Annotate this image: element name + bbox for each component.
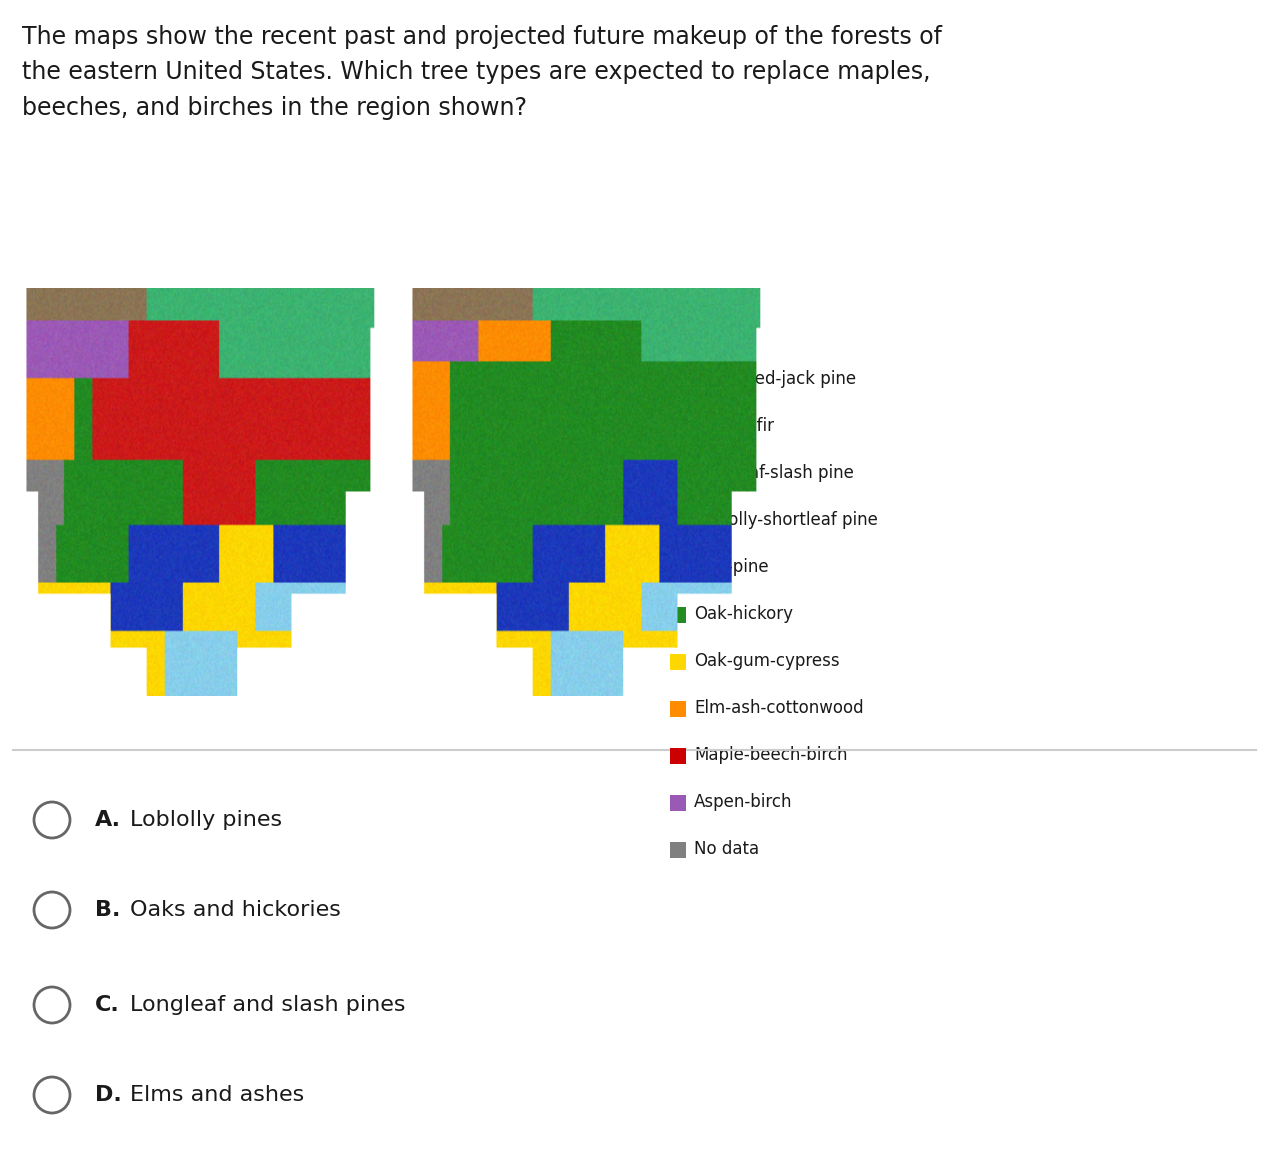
- Text: White-red-jack pine: White-red-jack pine: [694, 370, 857, 388]
- Bar: [670, 654, 687, 670]
- Bar: [670, 842, 687, 858]
- Text: Maple-beech-birch: Maple-beech-birch: [694, 746, 848, 764]
- Text: C.: C.: [95, 995, 119, 1015]
- Text: Longleaf-slash pine: Longleaf-slash pine: [694, 463, 854, 482]
- Text: Elm-ash-cottonwood: Elm-ash-cottonwood: [694, 699, 864, 716]
- Bar: [670, 795, 687, 811]
- Bar: [670, 560, 687, 576]
- Text: Oaks and hickories: Oaks and hickories: [129, 900, 341, 920]
- Text: D.: D.: [95, 1084, 122, 1105]
- Text: Oak-gum-cypress: Oak-gum-cypress: [694, 652, 840, 670]
- Text: Elms and ashes: Elms and ashes: [129, 1084, 305, 1105]
- Text: Oak-pine: Oak-pine: [694, 558, 769, 576]
- Bar: [670, 466, 687, 482]
- Text: A.: A.: [95, 810, 121, 830]
- Text: 1960–1990: 1960–1990: [96, 335, 223, 355]
- Text: Projected: Projected: [424, 310, 537, 330]
- Text: Spruce-fir: Spruce-fir: [694, 417, 775, 435]
- Text: 2070–2100: 2070–2100: [416, 335, 543, 355]
- Bar: [670, 607, 687, 623]
- Text: The maps show the recent past and projected future makeup of the forests of
the : The maps show the recent past and projec…: [22, 25, 942, 120]
- Text: Loblolly pines: Loblolly pines: [129, 810, 282, 830]
- Text: Longleaf and slash pines: Longleaf and slash pines: [129, 995, 406, 1015]
- Bar: [670, 371, 687, 388]
- Text: Loblolly-shortleaf pine: Loblolly-shortleaf pine: [694, 511, 878, 529]
- Text: Aspen-birch: Aspen-birch: [694, 793, 793, 811]
- Text: No data: No data: [694, 840, 759, 858]
- Bar: [670, 419, 687, 435]
- Text: B.: B.: [95, 900, 121, 920]
- Bar: [670, 702, 687, 716]
- Bar: [670, 748, 687, 764]
- Bar: [670, 513, 687, 529]
- Text: Oak-hickory: Oak-hickory: [694, 605, 793, 623]
- Text: Current: Current: [115, 310, 206, 330]
